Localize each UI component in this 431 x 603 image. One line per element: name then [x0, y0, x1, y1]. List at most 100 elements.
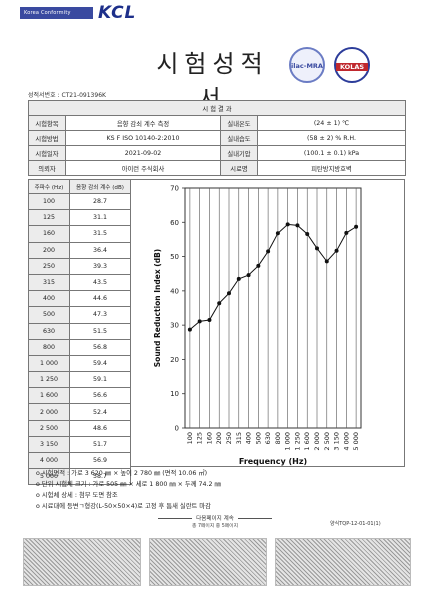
- freq-cell: 800: [28, 338, 70, 356]
- data-point: [256, 263, 261, 268]
- security-block: [149, 538, 267, 586]
- value-cell: 52.4: [69, 403, 131, 421]
- table-row: 2 500 48.6: [28, 419, 131, 437]
- table-row: 2 000 52.4: [28, 403, 131, 421]
- data-point: [354, 224, 359, 229]
- table-row: 250 39.3: [28, 257, 131, 275]
- table-row: 500 47.3: [28, 306, 131, 324]
- table-row: 160 31.5: [28, 225, 131, 243]
- continued-note: 다음페이지 계속: [150, 514, 280, 522]
- kcl-logo: KCL: [98, 3, 137, 23]
- info-row: 시험항목 음향 감쇠 계수 측정 실내온도 (24 ± 1) ℃: [28, 115, 406, 131]
- data-point: [187, 327, 192, 332]
- y-tick-label: 30: [170, 322, 179, 330]
- table-row: 100 28.7: [28, 192, 131, 211]
- freq-cell: 500: [28, 306, 70, 324]
- data-point: [217, 301, 222, 306]
- freq-cell: 3 150: [28, 435, 70, 454]
- freq-cell: 100: [28, 192, 70, 211]
- x-tick-label: 2 500: [323, 432, 331, 451]
- freq-cell: 1 000: [28, 354, 70, 373]
- info-label: 시험항목: [28, 115, 66, 131]
- info-value: 음향 감쇠 계수 측정: [65, 115, 221, 131]
- ilac-seal: ilac-MRA: [289, 47, 325, 83]
- data-point: [207, 318, 212, 322]
- info-row: 의뢰자 아이런 주식회사 시료명 피탄방지방호벽: [28, 160, 406, 176]
- data-table-wrapper: 주파수 (Hz) 음향 감쇠 계수 (dB) 100 28.7 125 31.1 160…: [28, 179, 131, 486]
- info-label: 시료명: [220, 160, 258, 176]
- freq-cell: 4 000: [28, 451, 70, 470]
- x-tick-label: 250: [225, 432, 233, 444]
- table-row: 315 43.5: [28, 273, 131, 292]
- x-tick-label: 4 000: [342, 432, 350, 451]
- info-value: 아이런 주식회사: [65, 160, 221, 176]
- table-row: 4 000 56.9: [28, 451, 131, 470]
- value-cell: 28.7: [69, 192, 131, 211]
- value-cell: 44.6: [69, 290, 131, 308]
- kolas-seal: KOLAS: [334, 47, 370, 83]
- notes: o 시험면적 : 가로 3 620 ㎜ × 높이 2 780 ㎜ (면적 10.…: [36, 468, 221, 512]
- table-row: 630 51.5: [28, 322, 131, 340]
- result-heading: 시 험 결 과: [28, 100, 406, 116]
- x-tick-label: 500: [254, 432, 262, 444]
- data-point: [285, 222, 290, 227]
- value-cell: 51.5: [69, 322, 131, 340]
- value-cell: 43.5: [69, 273, 131, 292]
- table-row: 1 600 56.6: [28, 387, 131, 405]
- security-block: [23, 538, 141, 586]
- data-point: [324, 259, 329, 264]
- value-cell: 36.4: [69, 241, 131, 259]
- chart-area: 0 10 20 30 40 50 60 70 100 125 160 200 250 315 400 500 6…: [130, 179, 405, 467]
- info-row: 시험일자 2021-09-02 실내기압 (100.1 ± 0.1) kPa: [28, 145, 406, 161]
- info-label: 시험일자: [28, 145, 66, 161]
- freq-cell: 125: [28, 209, 70, 227]
- note-item: o 시료대에 등변ㄱ형강(L-50×50×4)로 고정 후 틈새 실란트 마감: [36, 503, 211, 510]
- data-point: [275, 231, 280, 236]
- info-label: 의뢰자: [28, 160, 66, 176]
- x-tick-label: 125: [196, 432, 204, 444]
- x-tick-label: 5 000: [352, 432, 360, 451]
- table-row: 1 000 59.4: [28, 354, 131, 373]
- data-point: [246, 273, 251, 278]
- x-tick-label: 2 000: [313, 432, 321, 451]
- freq-cell: 315: [28, 273, 70, 292]
- table-row: 800 56.8: [28, 338, 131, 356]
- info-label: 실내온도: [220, 115, 258, 131]
- table-row: 200 36.4: [28, 241, 131, 259]
- info-row: 시험방법 KS F ISO 10140-2:2010 실내습도 (58 ± 2)…: [28, 130, 406, 146]
- data-point: [305, 231, 310, 236]
- value-column-header: 음향 감쇠 계수 (dB): [69, 179, 131, 194]
- sound-reduction-chart: 0 10 20 30 40 50 60 70 100 125 160 200 250 315 400 500 6…: [153, 185, 362, 466]
- x-tick-label: 1 600: [303, 432, 311, 451]
- info-label: 실내기압: [220, 145, 258, 161]
- value-cell: 47.3: [69, 306, 131, 324]
- certificate-number: 성적서번호 : CT21-091396K: [28, 90, 106, 99]
- certificate-number-label: 성적서번호 :: [28, 92, 60, 99]
- freq-cell: 2 500: [28, 419, 70, 437]
- x-tick-label: 400: [245, 432, 253, 444]
- y-tick-label: 50: [170, 253, 179, 261]
- y-tick-label: 60: [170, 219, 179, 227]
- note-item: o 단위 시험체 크기 : 가로 505 ㎜ × 세로 1 800 ㎜ × 두께…: [36, 481, 221, 488]
- value-cell: 31.1: [69, 209, 131, 227]
- data-point: [236, 276, 241, 281]
- x-tick-label: 630: [264, 432, 272, 444]
- table-row: 125 31.1: [28, 209, 131, 227]
- y-tick-label: 20: [170, 356, 179, 364]
- note-item: o 시험면적 : 가로 3 620 ㎜ × 높이 2 780 ㎜ (면적 10.…: [36, 470, 208, 477]
- security-pattern: [23, 538, 411, 586]
- value-cell: 56.8: [69, 338, 131, 356]
- x-axis-label: Frequency (Hz): [239, 457, 307, 466]
- data-point: [344, 230, 349, 235]
- data-point: [227, 291, 231, 296]
- table-row: 5 000 58.7: [28, 468, 131, 486]
- value-cell: 59.1: [69, 371, 131, 389]
- data-point: [295, 223, 300, 228]
- data-point: [315, 246, 319, 251]
- value-cell: 58.7: [69, 468, 131, 486]
- certificate-number-value: CT21-091396K: [61, 92, 106, 99]
- x-tick-label: 100: [186, 432, 194, 444]
- table-row: 1 250 59.1: [28, 371, 131, 389]
- value-cell: 59.4: [69, 354, 131, 373]
- info-value: (24 ± 1) ℃: [257, 115, 406, 131]
